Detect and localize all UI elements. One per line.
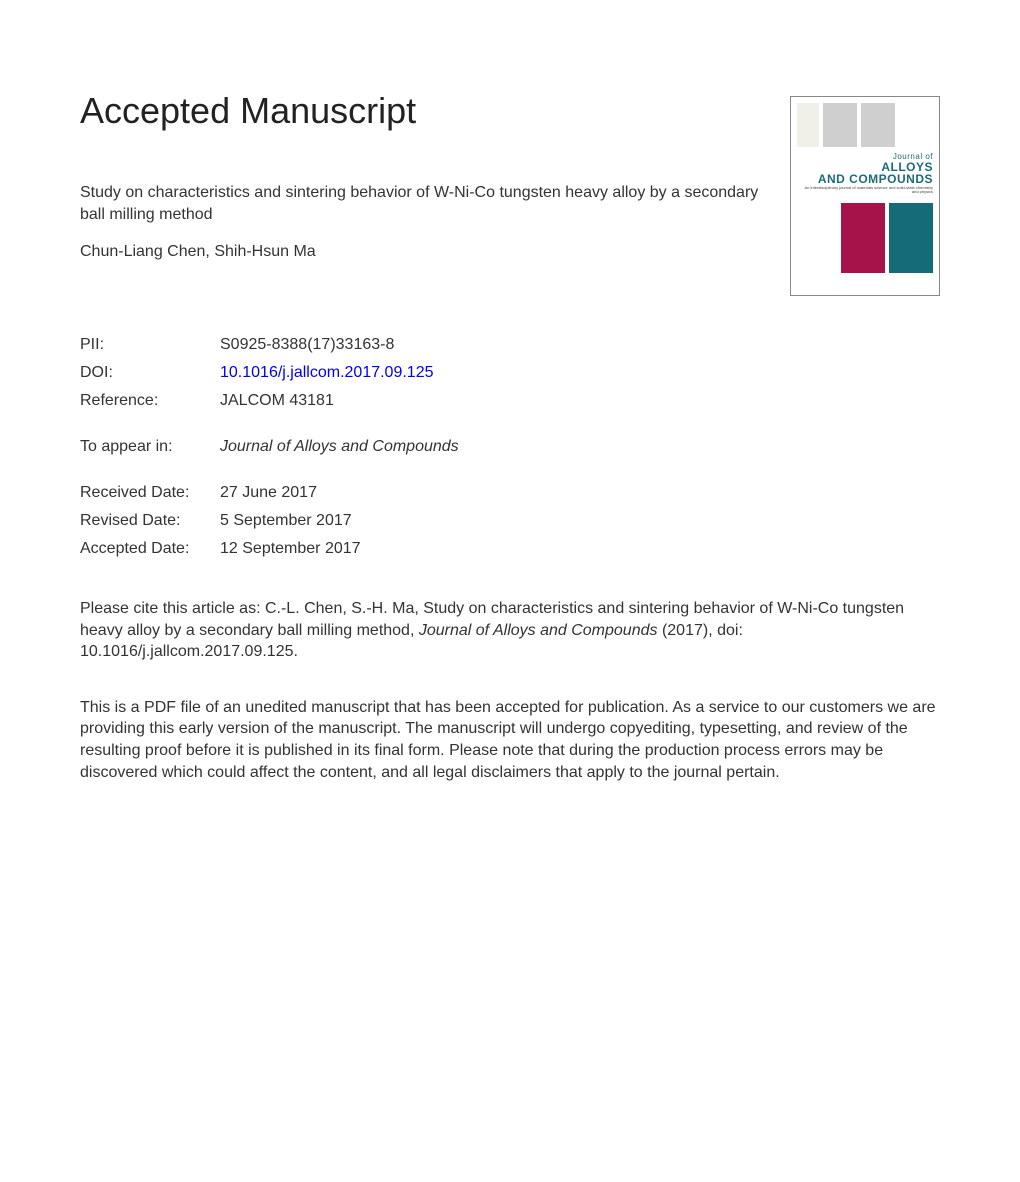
- cover-left-text: [797, 203, 837, 273]
- meta-value-reference: JALCOM 43181: [220, 392, 334, 410]
- citation-journal: Journal of Alloys and Compounds: [419, 622, 658, 639]
- meta-row-reference: Reference: JALCOM 43181: [80, 392, 940, 410]
- meta-row-pii: PII: S0925-8388(17)33163-8: [80, 336, 940, 354]
- meta-label: Reference:: [80, 392, 220, 410]
- cover-mid-blocks: [797, 203, 933, 273]
- cover-subtitle: An interdisciplinary journal of material…: [797, 186, 933, 195]
- meta-value-accepted: 12 September 2017: [220, 540, 361, 558]
- header-row: Accepted Manuscript Study on characteris…: [80, 90, 940, 296]
- cover-grey-bar: [823, 103, 857, 147]
- meta-row-accepted: Accepted Date: 12 September 2017: [80, 540, 940, 558]
- cover-teal-block: [889, 203, 933, 273]
- article-title: Study on characteristics and sintering b…: [80, 182, 760, 225]
- manuscript-page: Accepted Manuscript Study on characteris…: [0, 0, 1020, 843]
- journal-cover-thumbnail: Journal of ALLOYS AND COMPOUNDS An inter…: [790, 96, 940, 296]
- meta-label: Revised Date:: [80, 512, 220, 530]
- meta-label: Received Date:: [80, 484, 220, 502]
- doi-link[interactable]: 10.1016/j.jallcom.2017.09.125: [220, 364, 434, 382]
- meta-value-toappear: Journal of Alloys and Compounds: [220, 438, 459, 456]
- cover-journal-name: Journal of ALLOYS AND COMPOUNDS: [797, 153, 933, 185]
- cover-top-bars: [797, 103, 933, 147]
- authors: Chun-Liang Chen, Shih-Hsun Ma: [80, 243, 770, 261]
- meta-row-toappear: To appear in: Journal of Alloys and Comp…: [80, 438, 940, 456]
- meta-row-doi: DOI: 10.1016/j.jallcom.2017.09.125: [80, 364, 940, 382]
- meta-value-pii: S0925-8388(17)33163-8: [220, 336, 394, 354]
- meta-value-received: 27 June 2017: [220, 484, 317, 502]
- cover-grey-bar: [861, 103, 895, 147]
- cover-empty-bar: [899, 103, 933, 147]
- metadata-table: PII: S0925-8388(17)33163-8 DOI: 10.1016/…: [80, 336, 940, 558]
- meta-label: PII:: [80, 336, 220, 354]
- cover-journal-line2: AND COMPOUNDS: [797, 173, 933, 185]
- disclaimer-text: This is a PDF file of an unedited manusc…: [80, 697, 940, 783]
- cover-red-block: [841, 203, 885, 273]
- header-left: Accepted Manuscript Study on characteris…: [80, 90, 770, 261]
- meta-label: Accepted Date:: [80, 540, 220, 558]
- elsevier-logo-placeholder: [797, 103, 819, 147]
- meta-row-revised: Revised Date: 5 September 2017: [80, 512, 940, 530]
- meta-label: To appear in:: [80, 438, 220, 456]
- citation-text: Please cite this article as: C.-L. Chen,…: [80, 598, 940, 663]
- meta-row-received: Received Date: 27 June 2017: [80, 484, 940, 502]
- page-heading: Accepted Manuscript: [80, 90, 770, 132]
- meta-label: DOI:: [80, 364, 220, 382]
- meta-value-revised: 5 September 2017: [220, 512, 352, 530]
